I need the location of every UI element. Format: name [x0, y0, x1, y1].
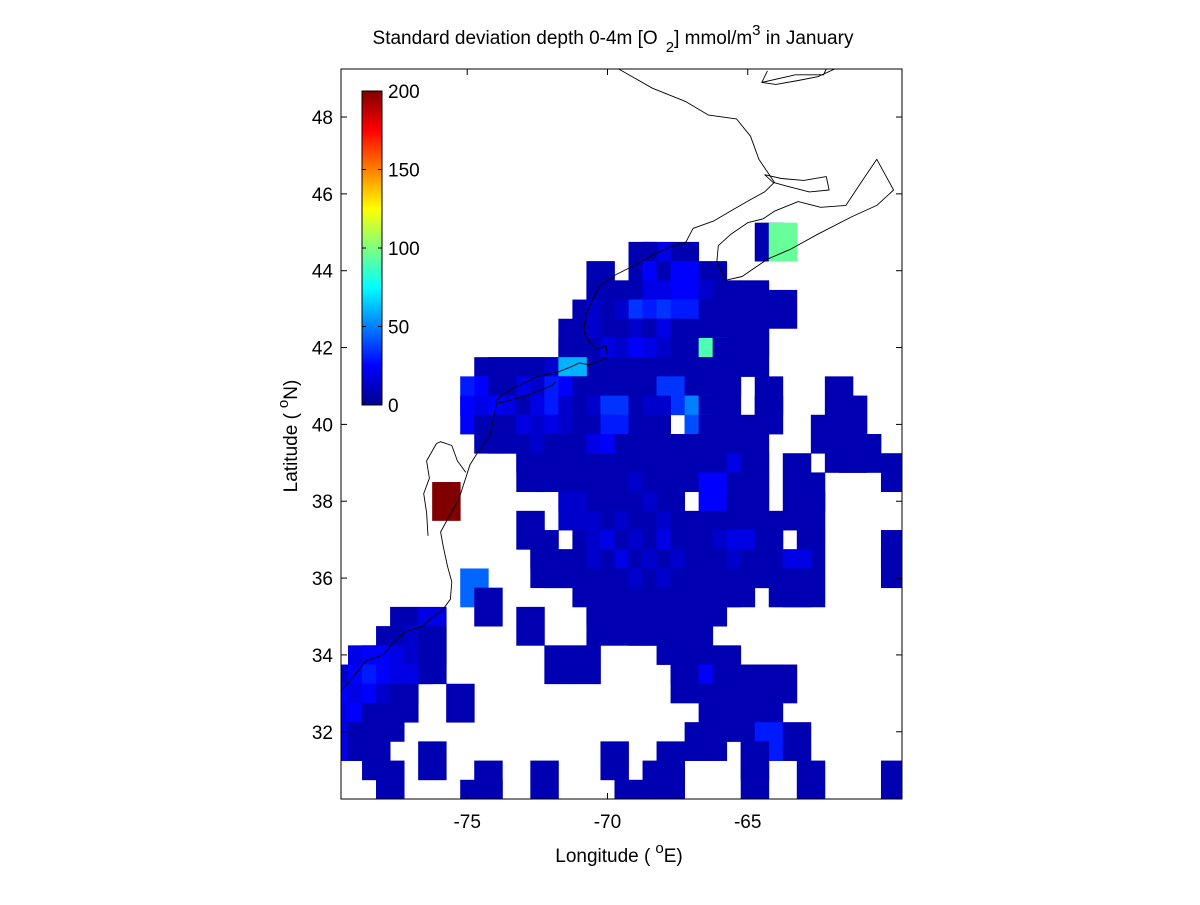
- heatmap-cell: [614, 779, 643, 800]
- colorbar-tick-label: 0: [388, 396, 399, 417]
- heatmap-cell: [880, 549, 903, 589]
- heatmap-cell: [572, 645, 601, 685]
- heatmap-cell: [768, 664, 798, 704]
- heatmap-cell: [838, 395, 868, 435]
- y-tick-label: 46: [312, 185, 333, 206]
- heatmap-cell: [670, 261, 700, 300]
- x-tick-label: -70: [594, 812, 621, 833]
- colorbar: 0 50 100 150 200: [361, 82, 420, 417]
- heatmap-cell: [432, 482, 461, 521]
- heatmap-cell: [418, 741, 447, 781]
- colorbar-ticks: 0 50 100 150 200: [362, 82, 420, 417]
- coastline: [764, 174, 830, 193]
- heatmap-cell: [600, 741, 629, 781]
- coastline: [716, 158, 895, 281]
- coastline: [423, 441, 467, 536]
- x-axis-label: Longitude (oE): [555, 840, 682, 867]
- heatmap-cell: [656, 434, 686, 473]
- plot-frame: [340, 68, 903, 800]
- heatmap-cell: [656, 760, 686, 800]
- coastline: [761, 68, 835, 85]
- coastline: [494, 68, 775, 402]
- heatmap-cell: [376, 779, 405, 800]
- heatmap-cell: [418, 645, 447, 685]
- map-axes: -75 -70 -65 32 34 36 38 40 42 44 46 48: [312, 68, 903, 833]
- heatmap-cell: [768, 222, 798, 262]
- heatmap-cell: [516, 606, 545, 646]
- y-tick-label: 42: [312, 339, 333, 360]
- heatmap-cell: [698, 722, 728, 761]
- heatmap-cell: [586, 606, 615, 646]
- y-tick-label: 36: [312, 569, 333, 590]
- heatmap-cell: [880, 453, 903, 493]
- chart-title: Standard deviation depth 0-4m [O 2] mmol/…: [373, 22, 854, 56]
- heatmap-cell: [544, 645, 573, 685]
- heatmap-cell: [726, 568, 756, 608]
- y-tick-label: 48: [312, 108, 333, 129]
- heatmap-cell: [530, 453, 559, 493]
- x-tick-label: -75: [453, 812, 480, 833]
- coastline: [761, 68, 827, 83]
- heatmap-cell: [474, 587, 503, 627]
- colorbar-tick-label: 200: [388, 82, 420, 103]
- heatmap-cell: [740, 760, 770, 800]
- y-axis-label: Latitude (oN): [275, 380, 302, 493]
- y-axis-ticks: 32 34 36 38 40 42 44 46 48: [312, 108, 902, 744]
- x-axis-ticks: -75 -70 -65: [453, 69, 761, 833]
- heatmap-cell: [754, 395, 784, 435]
- y-tick-label: 38: [312, 492, 333, 513]
- coastline: [340, 381, 556, 692]
- heatmap-cell: [796, 491, 826, 531]
- heatmap-cell: [698, 472, 728, 512]
- heatmap-cell: [474, 779, 503, 800]
- heatmap-cell: [796, 760, 826, 800]
- y-tick-label: 44: [312, 262, 334, 283]
- heatmap-cell: [670, 664, 700, 704]
- y-tick-label: 40: [312, 415, 333, 436]
- heatmap-cell: [782, 722, 812, 761]
- heatmap-cell: [880, 760, 903, 800]
- colorbar-tick-label: 50: [388, 318, 409, 339]
- heatmap-cell: [446, 683, 475, 723]
- x-tick-label: -65: [734, 812, 761, 833]
- heatmap-cells: [341, 222, 903, 800]
- coastline-layer: [340, 68, 895, 692]
- colorbar-tick-label: 150: [388, 161, 420, 182]
- heatmap-cell: [530, 760, 559, 800]
- colorbar-tick-label: 100: [388, 239, 420, 260]
- heatmap-cell: [852, 434, 882, 473]
- heatmap-cell: [796, 568, 826, 608]
- y-tick-label: 32: [312, 723, 333, 744]
- y-tick-label: 34: [312, 646, 334, 667]
- heatmap-cell: [768, 289, 798, 329]
- heatmap-cell: [740, 337, 770, 377]
